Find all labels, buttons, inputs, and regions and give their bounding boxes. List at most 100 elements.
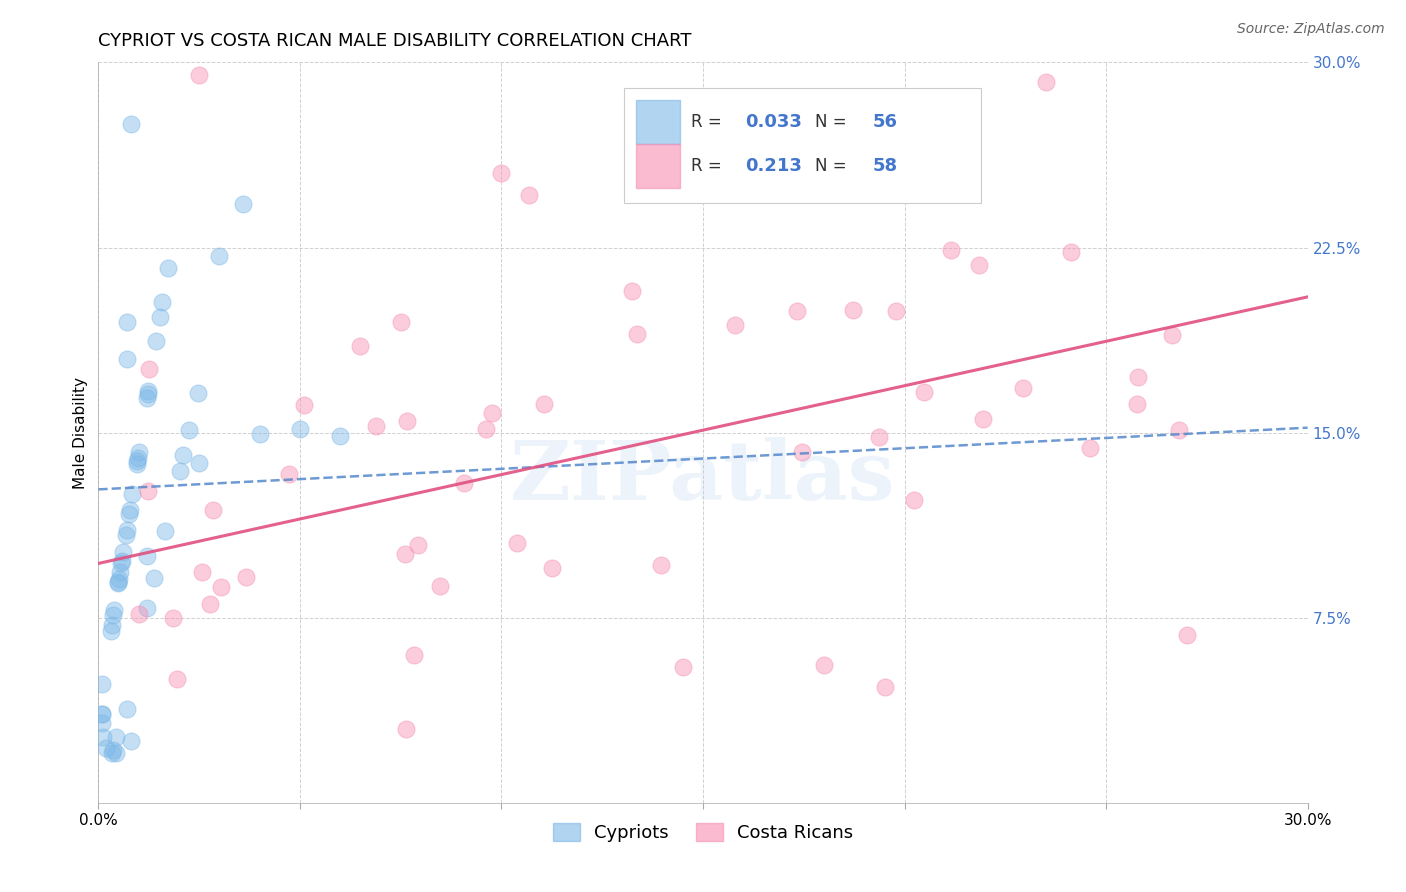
Cypriots xyxy=(111,554,134,568)
Cypriots xyxy=(135,601,157,615)
Text: 56: 56 xyxy=(872,112,897,130)
Cypriots xyxy=(100,618,122,632)
Costa Ricans xyxy=(1126,397,1149,411)
Costa Ricans xyxy=(621,285,644,299)
Cypriots xyxy=(115,523,138,537)
Costa Ricans xyxy=(813,657,835,672)
Cypriots xyxy=(103,603,125,617)
Costa Ricans xyxy=(453,476,475,491)
Cypriots xyxy=(232,196,254,211)
Costa Ricans xyxy=(506,536,529,550)
Cypriots xyxy=(127,453,149,467)
Costa Ricans xyxy=(1128,370,1150,384)
Cypriots xyxy=(188,456,211,470)
Cypriots xyxy=(101,747,124,761)
Cypriots xyxy=(115,351,138,366)
Legend: Cypriots, Costa Ricans: Cypriots, Costa Ricans xyxy=(546,815,860,849)
Costa Ricans xyxy=(292,398,315,412)
Cypriots xyxy=(127,451,149,466)
Costa Ricans xyxy=(903,492,925,507)
Costa Ricans xyxy=(349,339,371,353)
Costa Ricans xyxy=(626,326,648,341)
Cypriots xyxy=(136,392,159,406)
Cypriots xyxy=(125,458,148,472)
Costa Ricans xyxy=(672,660,695,674)
Costa Ricans xyxy=(682,146,704,161)
Cypriots xyxy=(105,747,128,761)
Costa Ricans xyxy=(429,579,451,593)
Cypriots xyxy=(135,549,157,563)
Cypriots xyxy=(153,524,176,538)
Cypriots xyxy=(136,384,159,399)
Costa Ricans xyxy=(389,314,412,328)
Cypriots xyxy=(100,624,122,638)
Cypriots xyxy=(136,387,159,401)
Costa Ricans xyxy=(790,445,813,459)
Text: 0.033: 0.033 xyxy=(745,112,803,130)
Cypriots xyxy=(115,314,138,328)
Costa Ricans xyxy=(406,538,429,552)
Cypriots xyxy=(169,463,191,477)
Cypriots xyxy=(114,528,136,542)
Cypriots xyxy=(101,743,124,757)
Cypriots xyxy=(107,576,129,591)
Costa Ricans xyxy=(1012,381,1035,395)
Text: N =: N = xyxy=(815,112,852,130)
Cypriots xyxy=(91,715,114,730)
Costa Ricans xyxy=(136,483,159,498)
Costa Ricans xyxy=(724,318,747,332)
Costa Ricans xyxy=(191,565,214,579)
Costa Ricans xyxy=(209,581,232,595)
Costa Ricans xyxy=(533,396,555,410)
Text: 58: 58 xyxy=(872,157,897,175)
Text: N =: N = xyxy=(815,157,852,175)
Cypriots xyxy=(179,423,201,437)
Costa Ricans xyxy=(138,362,160,376)
Cypriots xyxy=(91,677,114,691)
Costa Ricans xyxy=(1060,245,1083,260)
Cypriots xyxy=(93,730,115,744)
Cypriots xyxy=(110,556,132,570)
Costa Ricans xyxy=(540,561,562,575)
Costa Ricans xyxy=(972,411,994,425)
Text: R =: R = xyxy=(690,112,727,130)
Cypriots xyxy=(120,117,142,131)
Costa Ricans xyxy=(825,143,848,157)
Cypriots xyxy=(120,734,142,748)
Cypriots xyxy=(187,386,209,401)
Cypriots xyxy=(172,448,194,462)
Costa Ricans xyxy=(842,303,865,318)
FancyBboxPatch shape xyxy=(624,88,981,203)
FancyBboxPatch shape xyxy=(637,100,681,144)
Cypriots xyxy=(329,429,352,443)
Text: R =: R = xyxy=(690,157,727,175)
Costa Ricans xyxy=(1167,424,1189,438)
Cypriots xyxy=(115,702,138,716)
Text: Source: ZipAtlas.com: Source: ZipAtlas.com xyxy=(1237,22,1385,37)
Costa Ricans xyxy=(396,414,419,428)
Costa Ricans xyxy=(395,722,418,736)
Y-axis label: Male Disability: Male Disability xyxy=(73,376,89,489)
Cypriots xyxy=(128,445,150,459)
Costa Ricans xyxy=(277,467,299,481)
Cypriots xyxy=(108,565,131,579)
Costa Ricans xyxy=(162,611,184,625)
Cypriots xyxy=(156,261,179,276)
Cypriots xyxy=(145,334,167,349)
Cypriots xyxy=(208,249,231,263)
Text: 0.213: 0.213 xyxy=(745,157,803,175)
Cypriots xyxy=(94,741,117,756)
Cypriots xyxy=(112,544,135,558)
Costa Ricans xyxy=(875,680,897,694)
Cypriots xyxy=(108,572,131,586)
Cypriots xyxy=(118,502,141,516)
Costa Ricans xyxy=(1078,441,1101,455)
Costa Ricans xyxy=(402,648,425,662)
Costa Ricans xyxy=(914,385,936,400)
Cypriots xyxy=(118,507,141,521)
Cypriots xyxy=(104,731,127,745)
Costa Ricans xyxy=(1175,628,1198,642)
Costa Ricans xyxy=(198,597,221,611)
Cypriots xyxy=(150,295,173,310)
Costa Ricans xyxy=(166,672,188,686)
